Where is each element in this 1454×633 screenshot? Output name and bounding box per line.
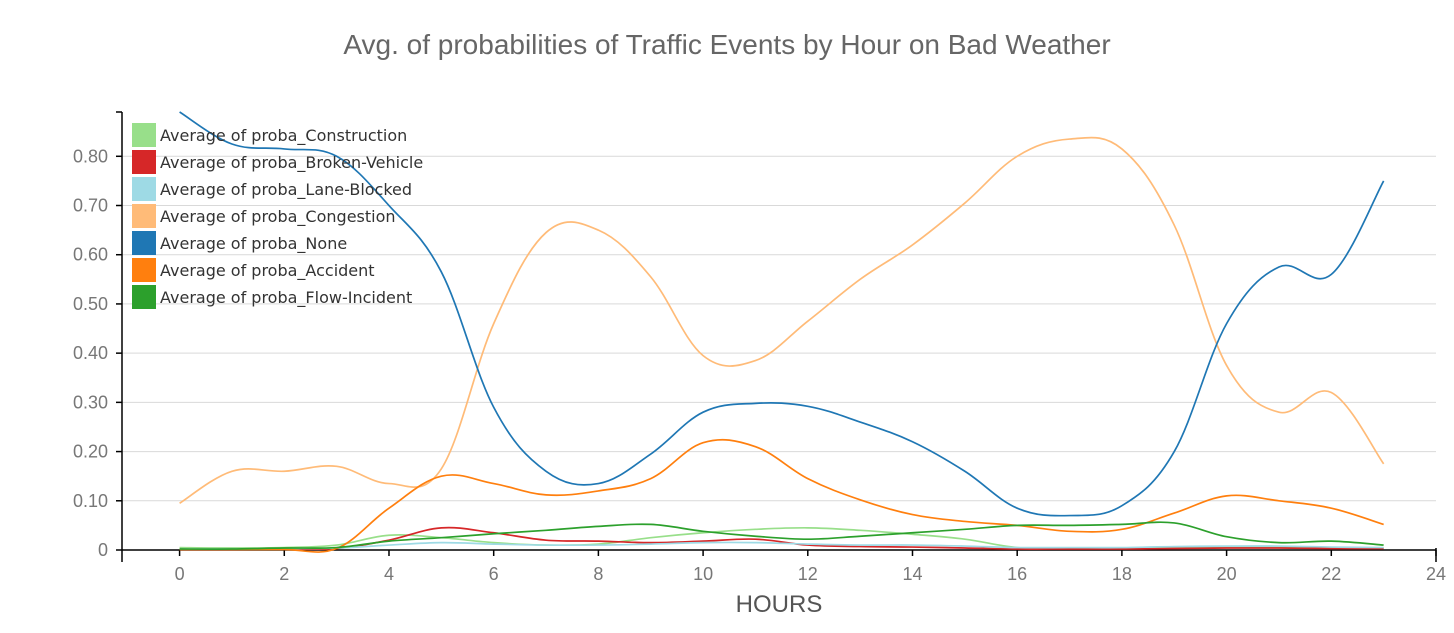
series-line-accident: [179, 438, 1384, 553]
x-tick-label: 24: [1426, 564, 1446, 584]
y-tick-label: 0.30: [73, 392, 108, 412]
series-lines: [179, 111, 1385, 553]
y-tick-label: 0.80: [73, 146, 108, 166]
x-tick-label: 20: [1217, 564, 1237, 584]
y-tick-label: 0.70: [73, 196, 108, 216]
x-tick-label: 4: [384, 564, 394, 584]
series-line-none: [179, 111, 1385, 517]
legend-swatch-construction: [132, 123, 156, 147]
x-tick-label: 6: [489, 564, 499, 584]
x-tick-label: 2: [279, 564, 289, 584]
y-tick-label: 0.10: [73, 491, 108, 511]
x-tick-label: 10: [693, 564, 713, 584]
legend-label-none: Average of proba_None: [160, 234, 347, 254]
x-tick-label: 22: [1321, 564, 1341, 584]
legend-label-lane-blocked: Average of proba_Lane-Blocked: [160, 180, 412, 200]
y-tick-label: 0.40: [73, 343, 108, 363]
legend-label-broken-vehicle: Average of proba_Broken-Vehicle: [160, 153, 423, 173]
legend: Average of proba_Construction Average of …: [132, 123, 423, 309]
series-line-flow-incident: [179, 521, 1384, 550]
x-tick-label: 16: [1007, 564, 1027, 584]
y-tick-label: 0.20: [73, 442, 108, 462]
legend-swatch-lane-blocked: [132, 177, 156, 201]
x-tick-label: 18: [1112, 564, 1132, 584]
legend-label-accident: Average of proba_Accident: [160, 261, 375, 281]
legend-swatch-accident: [132, 258, 156, 282]
legend-label-congestion: Average of proba_Congestion: [160, 207, 396, 227]
legend-swatch-congestion: [132, 204, 156, 228]
x-tick-label: 8: [593, 564, 603, 584]
x-tick-label: 12: [798, 564, 818, 584]
x-tick-label: 14: [902, 564, 922, 584]
legend-label-construction: Average of proba_Construction: [160, 126, 407, 146]
legend-swatch-flow-incident: [132, 285, 156, 309]
y-tick-label: 0.50: [73, 294, 108, 314]
x-axis-label: HOURS: [736, 591, 823, 618]
y-tick-label: 0.60: [73, 245, 108, 265]
axes: 00.100.200.300.400.500.600.700.800 2 4 6 8 10…: [73, 111, 1446, 584]
series-line-lane-blocked: [179, 541, 1384, 550]
x-tick-label: 0: [175, 564, 185, 584]
legend-swatch-broken-vehicle: [132, 150, 156, 174]
chart-title: Avg. of probabilities of Traffic Events …: [343, 29, 1110, 60]
y-tick-label: 0: [98, 540, 108, 560]
series-line-congestion: [179, 136, 1385, 504]
legend-label-flow-incident: Average of proba_Flow-Incident: [160, 288, 412, 308]
legend-swatch-none: [132, 231, 156, 255]
